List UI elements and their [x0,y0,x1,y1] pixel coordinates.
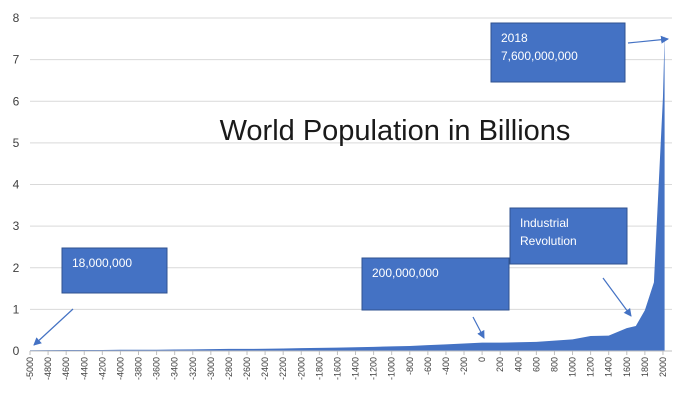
x-tick-label: 0 [477,357,487,362]
annotation-callout: Industrial Revolution [509,207,632,317]
x-tick-label: -1000 [387,357,397,380]
x-tick-label: -2600 [242,357,252,380]
y-tick-label: 2 [13,261,20,275]
x-tick-label: -1800 [314,357,324,380]
x-tick-label: -1600 [332,357,342,380]
x-tick-label: -5000 [25,357,35,380]
x-tick-label: -3800 [134,357,144,380]
x-tick-label: -4600 [61,357,71,380]
x-tick-label: -600 [423,357,433,375]
x-tick-label: -3000 [206,357,216,380]
y-tick-label: 7 [13,53,20,67]
annotation-arrow [472,316,485,339]
annotation-callout: 200,000,000 [361,257,510,339]
y-tick-label: 3 [13,219,20,233]
x-tick-label: 600 [531,357,541,372]
annotation-box [509,207,628,265]
annotation-box [490,22,626,83]
y-tick-label: 1 [13,302,20,316]
y-tick-label: 8 [13,11,20,25]
x-tick-label: -400 [441,357,451,375]
y-axis-ticks: 0 1 2 3 4 5 6 7 8 [13,11,20,358]
x-axis-ticks: -5000 -4800 -4600 -4400 -4200 -4000 -3800 -3600… [25,351,668,380]
x-tick-label: 1000 [568,357,578,377]
annotation-box [61,247,168,294]
x-tick-label: -2200 [278,357,288,380]
chart-title: World Population in Billions [220,115,571,147]
annotation-text: 2018 [501,31,528,45]
annotation-box [361,257,510,311]
x-tick-label: -2000 [296,357,306,380]
annotation-text: Revolution [520,234,577,248]
y-tick-label: 4 [13,178,20,192]
x-tick-label: 1400 [604,357,614,377]
x-tick-label: -4400 [79,357,89,380]
x-tick-label: 200 [495,357,505,372]
x-tick-label: -2800 [224,357,234,380]
x-tick-label: 1200 [586,357,596,377]
x-tick-label: -200 [459,357,469,375]
annotation-text: 18,000,000 [72,256,132,270]
x-tick-label: 1800 [640,357,650,377]
x-tick-label: 800 [549,357,559,372]
annotations: 18,000,000 200,000,000 Industrial Revolutio… [33,22,669,346]
annotation-callout: 18,000,000 [33,247,168,346]
x-tick-label: -800 [405,357,415,375]
x-tick-label: -3600 [152,357,162,380]
annotation-text: 200,000,000 [372,266,439,280]
x-tick-label: -3200 [188,357,198,380]
annotation-arrow [602,277,632,317]
y-tick-label: 0 [13,344,20,358]
x-tick-label: -4800 [43,357,53,380]
annotation-arrow [627,35,669,44]
annotation-text: 7,600,000,000 [501,49,578,63]
y-tick-label: 6 [13,94,20,108]
annotation-arrow [33,308,74,346]
x-tick-label: 2000 [658,357,668,377]
y-tick-label: 5 [13,136,20,150]
x-tick-label: 1600 [622,357,632,377]
annotation-text: Industrial [520,216,569,230]
x-tick-label: -4000 [115,357,125,380]
x-tick-label: -1200 [369,357,379,380]
x-tick-label: -1400 [351,357,361,380]
x-tick-label: -4200 [97,357,107,380]
x-tick-label: -2400 [260,357,270,380]
annotation-callout: 2018 7,600,000,000 [490,22,669,83]
x-tick-label: -3400 [170,357,180,380]
x-tick-label: 400 [513,357,523,372]
